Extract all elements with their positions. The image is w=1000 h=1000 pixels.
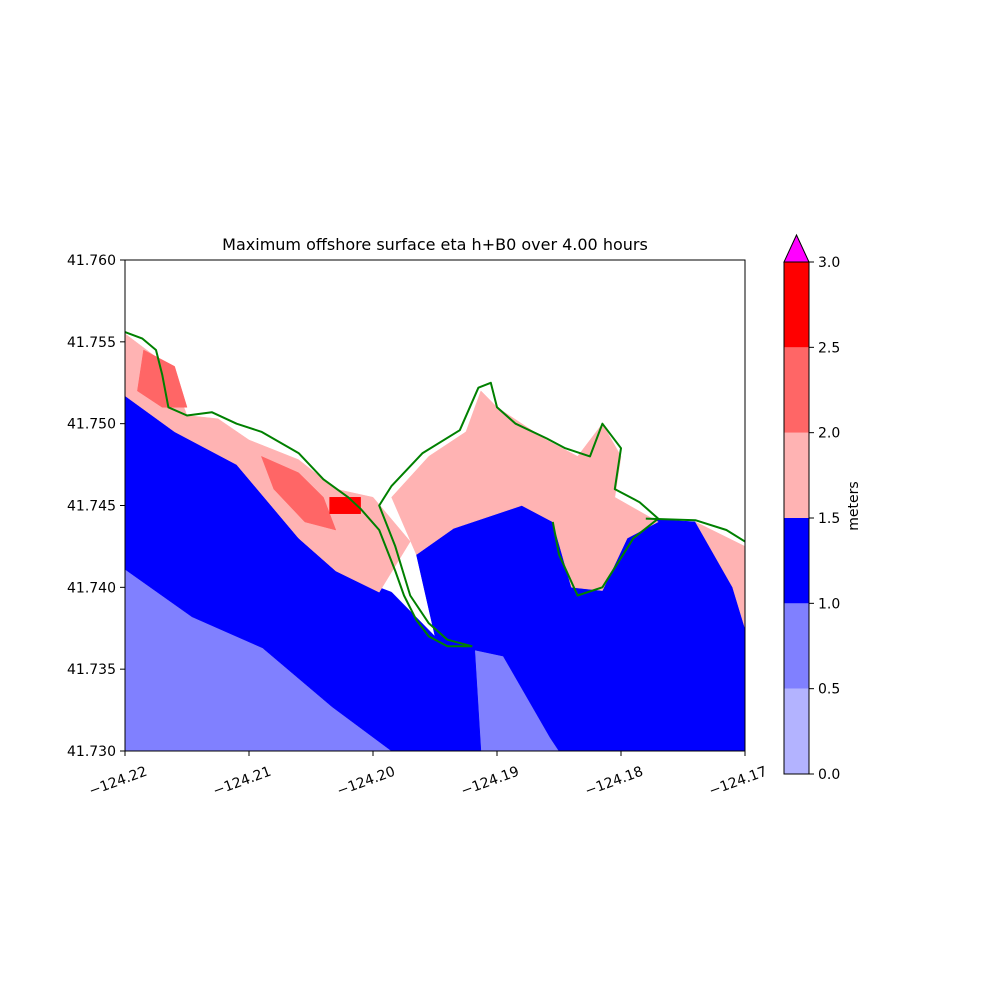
map-regions [125, 333, 745, 751]
region-2.0-2.5-8 [260, 455, 337, 531]
y-tick-label: 41.760 [67, 253, 116, 269]
y-tick-label: 41.735 [67, 662, 116, 678]
coastline-segment-2 [645, 517, 745, 543]
y-tick-label: 41.730 [67, 744, 116, 760]
colorbar-tick-label: 2.0 [818, 426, 840, 442]
y-tick-label: 41.745 [67, 499, 116, 515]
x-tick-label: −124.17 [707, 764, 770, 800]
y-tick-label: 41.750 [67, 417, 116, 433]
coastline [125, 331, 745, 648]
region-1.5-2.0-5 [391, 390, 659, 591]
colorbar-band [784, 603, 809, 689]
colorbar-tick-label: 3.0 [818, 255, 840, 271]
x-tick-label: −124.20 [335, 764, 398, 800]
colorbar-band [784, 347, 809, 433]
colorbar-tick-label: 2.5 [818, 340, 840, 356]
colorbar-band [784, 688, 809, 774]
y-tick-label: 41.755 [67, 335, 116, 351]
colorbar-band [784, 432, 809, 518]
colorbar-tick-label: 1.5 [818, 511, 840, 527]
coastline-segment-1 [378, 381, 660, 648]
colorbar-band [784, 518, 809, 604]
x-tick-label: −124.21 [211, 764, 274, 800]
x-tick-label: −124.22 [87, 764, 150, 800]
colorbar-tick-label: 0.5 [818, 682, 840, 698]
y-tick-label: 41.740 [67, 580, 116, 596]
chart-title: Maximum offshore surface eta h+B0 over 4… [222, 235, 648, 254]
colorbar: 0.0 0.5 1.0 1.5 2.0 2.5 3.0 [783, 233, 840, 783]
colorbar-tick-label: 1.0 [818, 596, 840, 612]
colorbar-extend-arrow [783, 233, 810, 263]
coastline-segment-0 [125, 331, 473, 648]
x-axis: −124.22 −124.21 −124.20 −124.19 −124.18 −124.… [87, 751, 770, 800]
colorbar-tick-label: 0.0 [818, 767, 840, 783]
y-axis: 41.730 41.735 41.740 41.745 41.750 41.755 41.7… [67, 253, 125, 760]
x-tick-label: −124.19 [459, 764, 522, 800]
colorbar-label: meters [846, 481, 862, 530]
x-tick-label: −124.18 [583, 764, 646, 800]
colorbar-band [784, 262, 809, 348]
region-1.5-2.0-6 [694, 521, 745, 629]
